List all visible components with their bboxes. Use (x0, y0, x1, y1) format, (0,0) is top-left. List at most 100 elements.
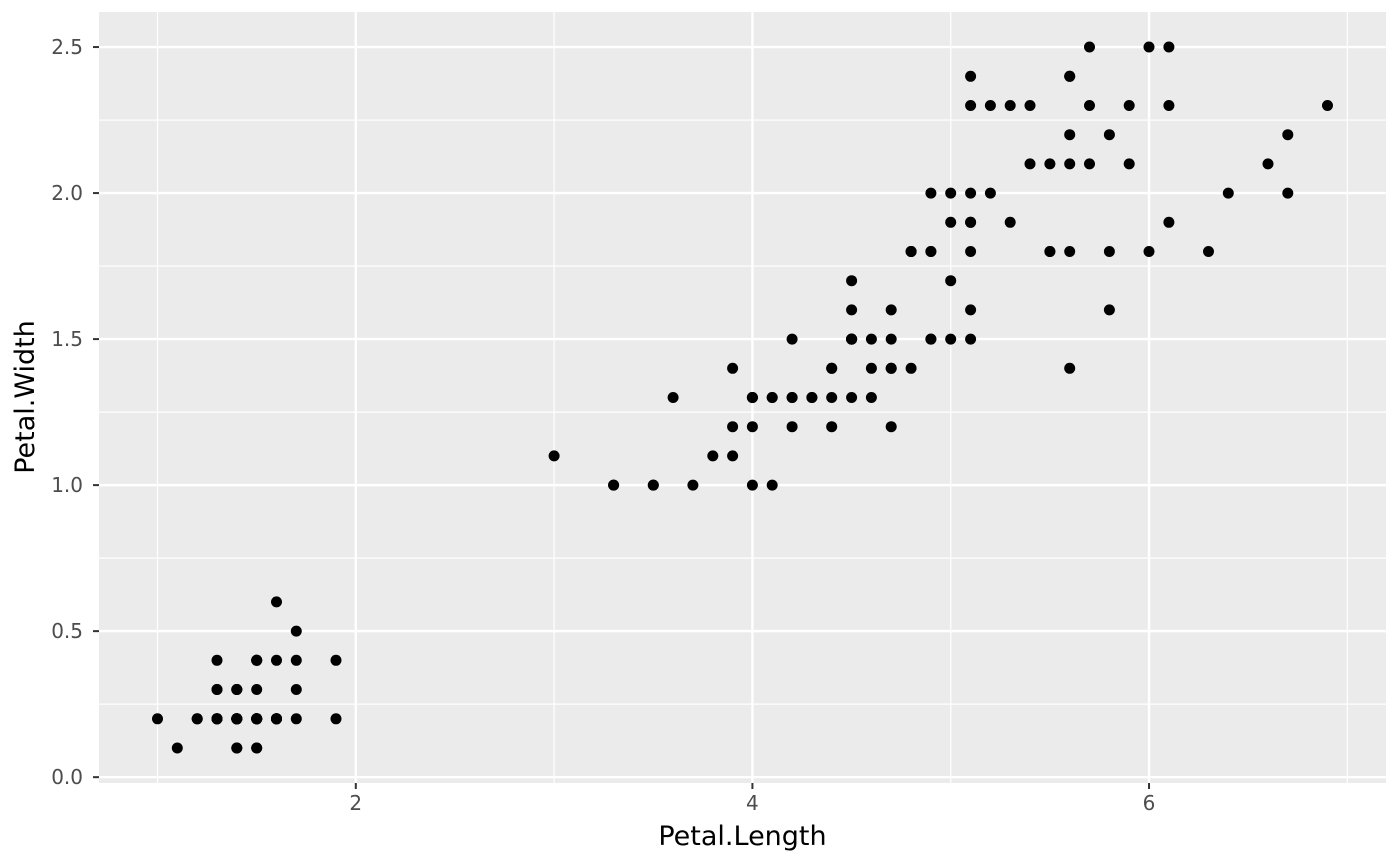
data-point (1064, 362, 1076, 374)
data-point (251, 684, 263, 695)
data-point (608, 479, 620, 491)
data-point (826, 421, 838, 433)
data-point (965, 246, 977, 257)
data-point (211, 684, 223, 695)
data-point (1044, 158, 1056, 170)
data-point (1064, 70, 1076, 82)
data-point (290, 684, 302, 695)
y-tick-label: 1.5 (51, 327, 83, 352)
data-point (1262, 158, 1274, 170)
y-tick-label: 2.0 (51, 181, 83, 206)
data-point (766, 479, 778, 491)
x-tick-label: 6 (1142, 791, 1156, 815)
data-point (965, 304, 977, 316)
data-point (1024, 158, 1036, 170)
data-point (251, 713, 263, 725)
panel-background (99, 12, 1386, 783)
data-point (1064, 246, 1076, 257)
data-point (1044, 246, 1056, 257)
data-point (1143, 246, 1155, 257)
data-point (925, 333, 937, 345)
data-point (1064, 158, 1076, 170)
data-point (271, 654, 282, 666)
data-point (826, 362, 838, 374)
data-point (885, 333, 897, 345)
data-point (647, 479, 659, 491)
data-point (806, 392, 818, 403)
data-point (1163, 100, 1175, 111)
data-point (925, 246, 937, 257)
data-point (152, 713, 163, 725)
data-point (786, 392, 798, 403)
data-point (965, 100, 977, 111)
y-tick-label: 0.5 (51, 619, 83, 644)
data-point (965, 333, 977, 345)
data-point (667, 392, 679, 403)
data-point (251, 742, 263, 754)
y-axis-title: Petal.Width (10, 320, 41, 474)
data-point (786, 421, 798, 433)
data-point (746, 421, 758, 433)
data-point (766, 392, 778, 403)
data-point (945, 187, 957, 199)
data-point (1084, 158, 1095, 170)
data-point (984, 100, 996, 111)
data-point (1123, 158, 1135, 170)
data-point (548, 450, 560, 462)
data-point (905, 362, 917, 374)
data-point (885, 362, 897, 374)
data-point (1103, 129, 1115, 141)
data-point (687, 479, 699, 491)
data-point (211, 654, 223, 666)
data-point (1282, 187, 1294, 199)
data-point (965, 70, 977, 82)
data-point (945, 333, 957, 345)
data-point (707, 450, 719, 462)
data-point (290, 654, 302, 666)
data-point (846, 275, 858, 287)
data-point (925, 187, 937, 199)
data-point (231, 684, 243, 695)
data-point (727, 450, 739, 462)
data-point (965, 216, 977, 228)
data-point (231, 742, 243, 754)
data-point (1123, 100, 1135, 111)
data-point (1203, 246, 1214, 257)
data-point (727, 421, 739, 433)
data-point (885, 304, 897, 316)
data-point (826, 392, 838, 403)
data-point (865, 392, 877, 403)
data-point (846, 304, 858, 316)
x-tick-label: 2 (349, 791, 363, 815)
data-point (330, 713, 342, 725)
data-point (290, 713, 302, 725)
data-point (846, 392, 858, 403)
data-point (231, 713, 243, 725)
data-point (746, 479, 758, 491)
data-point (746, 392, 758, 403)
data-point (1064, 129, 1076, 141)
data-point (1143, 41, 1155, 53)
data-point (271, 713, 282, 725)
data-point (1163, 216, 1175, 228)
data-point (1322, 100, 1333, 111)
y-tick-label: 0.0 (51, 765, 83, 790)
data-point (965, 187, 977, 199)
data-point (211, 713, 223, 725)
x-axis-title: Petal.Length (658, 821, 827, 852)
data-point (271, 596, 282, 608)
data-point (1222, 187, 1234, 199)
data-point (865, 362, 877, 374)
x-tick-label: 4 (746, 791, 759, 815)
data-point (984, 187, 996, 199)
data-point (885, 421, 897, 433)
data-point (865, 333, 877, 345)
y-tick-label: 2.5 (51, 35, 83, 60)
data-point (945, 275, 957, 287)
data-point (1084, 41, 1095, 53)
data-point (905, 246, 917, 257)
data-point (290, 625, 302, 637)
data-point (191, 713, 203, 725)
data-point (1103, 246, 1115, 257)
